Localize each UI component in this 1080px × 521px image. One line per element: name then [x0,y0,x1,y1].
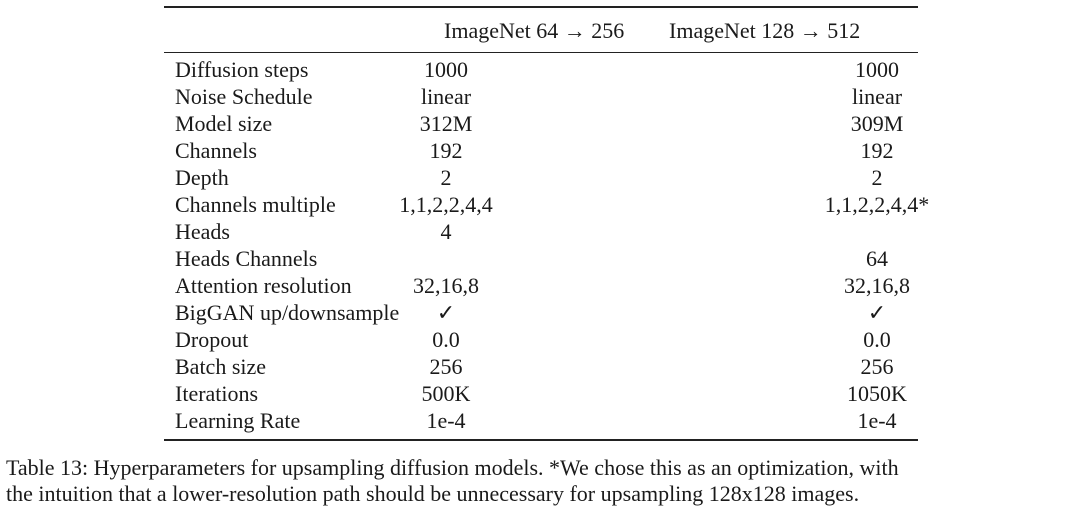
table-row: Iterations 500K 1050K [164,380,918,407]
cell-imagenet-64-256: linear [420,84,472,109]
row-label: BigGAN up/downsample [175,300,400,325]
top-rule [164,6,918,8]
cell-imagenet-64-256: 1,1,2,2,4,4 [399,192,493,217]
table-row: Attention resolution 32,16,8 32,16,8 [164,272,918,299]
row-label: Learning Rate [175,408,301,433]
table-row: Batch size 256 256 [164,353,918,380]
cell-imagenet-128-512: 1050K [847,381,907,406]
cell-imagenet-64-256: 4 [440,219,452,244]
row-label: Channels multiple [175,192,336,217]
table-row: Depth 2 2 [164,164,918,191]
table-row: BigGAN up/downsample ✓ ✓ [164,299,918,326]
cell-imagenet-64-256: 2 [440,165,452,190]
row-label: Iterations [175,381,259,406]
cell-imagenet-64-256: 256 [429,354,463,379]
cell-imagenet-128-512: 32,16,8 [844,273,910,298]
column-header-imagenet-128-512: ImageNet 128 → 512 [669,18,861,43]
cell-imagenet-64-256: 1000 [424,57,468,82]
cell-imagenet-128-512: 1000 [855,57,899,82]
cell-imagenet-128-512: linear [851,84,903,109]
column-header-imagenet-64-256: ImageNet 64 → 256 [444,18,625,43]
table-body: Diffusion steps 1000 1000 Noise Schedule lin… [164,56,929,434]
caption-line-2: the intuition that a lower-resolution pa… [6,481,860,506]
table-row: Model size 312M 309M [164,110,918,137]
row-label: Dropout [175,327,249,352]
row-label: Model size [175,111,273,136]
cell-imagenet-64-256: 32,16,8 [413,273,479,298]
table-row: Heads Channels 64 [164,245,918,272]
cell-imagenet-64-256: 1e-4 [426,408,466,433]
cell-imagenet-64-256: 192 [429,138,463,163]
cell-imagenet-128-512: 1e-4 [857,408,897,433]
cell-imagenet-128-512: 0.0 [863,327,891,352]
cell-imagenet-128-512: 192 [860,138,894,163]
cell-imagenet-128-512: 1,1,2,2,4,4* [824,192,930,217]
cell-imagenet-128-512: 256 [860,354,894,379]
row-label: Heads [175,219,230,244]
row-label: Channels [175,138,257,163]
table-row: Heads 4 [164,218,918,245]
cell-imagenet-64-256: ✓ [436,300,456,325]
table-row: Diffusion steps 1000 1000 [164,56,918,83]
cell-imagenet-128-512: 2 [871,165,883,190]
cell-imagenet-64-256: 0.0 [432,327,460,352]
row-label: Diffusion steps [175,57,309,82]
bottom-rule [164,439,918,441]
row-label: Heads Channels [175,246,318,271]
caption-line-1: Table 13: Hyperparameters for upsampling… [6,455,899,480]
row-label: Attention resolution [175,273,352,298]
table-row: Learning Rate 1e-4 1e-4 [164,407,918,434]
cell-imagenet-64-256: 312M [419,111,473,136]
table-row: Channels 192 192 [164,137,918,164]
table-caption: Table 13: Hyperparameters for upsampling… [6,455,1076,507]
row-label: Noise Schedule [175,84,313,109]
cell-imagenet-128-512: 64 [866,246,888,271]
cell-imagenet-128-512: ✓ [867,300,887,325]
row-label: Depth [175,165,229,190]
table-row: Channels multiple 1,1,2,2,4,4 1,1,2,2,4,4* [164,191,929,218]
cell-imagenet-128-512: 309M [850,111,904,136]
table-row: Noise Schedule linear linear [164,83,918,110]
header-rule [164,52,918,54]
row-label: Batch size [175,354,267,379]
cell-imagenet-64-256: 500K [421,381,471,406]
table-row: Dropout 0.0 0.0 [164,326,918,353]
